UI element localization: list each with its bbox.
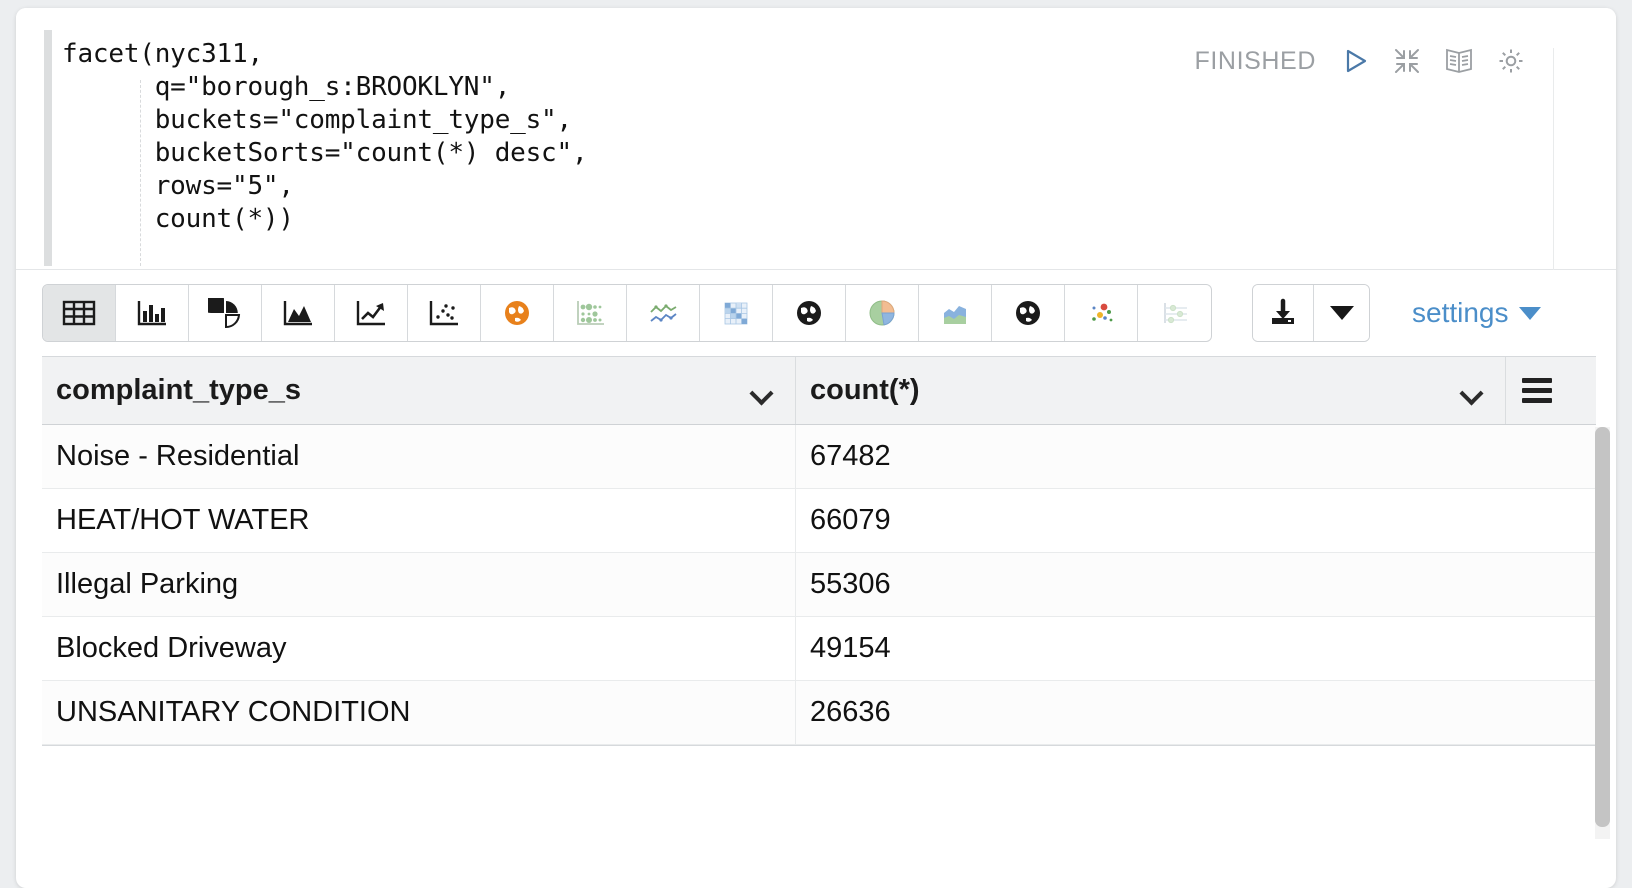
cell-count: 26636 xyxy=(810,696,891,728)
table-body: Noise - Residential 67482 HEAT/HOT WATER… xyxy=(42,425,1596,801)
download-icon[interactable] xyxy=(1253,285,1313,341)
cell-count: 55306 xyxy=(810,568,891,600)
settings-link[interactable]: settings xyxy=(1412,297,1541,329)
indent-guide-line xyxy=(140,80,141,266)
book-icon[interactable] xyxy=(1442,44,1476,78)
export-button-group xyxy=(1252,284,1370,342)
scatter-plot-icon[interactable] xyxy=(408,285,481,341)
table-menu-button[interactable] xyxy=(1506,357,1568,424)
code-cell: facet(nyc311, q="borough_s:BROOKLYN", bu… xyxy=(16,8,1616,270)
table-footer-spacer xyxy=(42,745,1596,801)
cell-complaint-type: HEAT/HOT WATER xyxy=(42,489,796,552)
column-header-count[interactable]: count(*) xyxy=(796,357,1506,424)
cell-complaint-type: UNSANITARY CONDITION xyxy=(42,681,796,744)
pie-chart-icon[interactable] xyxy=(189,285,262,341)
table-header-row: complaint_type_s count(*) xyxy=(42,357,1596,425)
collapse-icon[interactable] xyxy=(1390,44,1424,78)
cell-complaint-type: Blocked Driveway xyxy=(42,617,796,680)
black-globe-2-icon[interactable] xyxy=(992,285,1065,341)
color-pie-icon[interactable] xyxy=(846,285,919,341)
chevron-down-icon[interactable] xyxy=(751,385,773,397)
visualization-toolbar: settings xyxy=(16,270,1616,356)
table-row[interactable]: Blocked Driveway 49154 xyxy=(42,617,1596,681)
table-vertical-scrollbar[interactable] xyxy=(1595,427,1610,839)
stacked-area-icon[interactable] xyxy=(919,285,992,341)
cell-complaint-type: Noise - Residential xyxy=(42,425,796,488)
hamburger-icon xyxy=(1522,373,1552,408)
lollipop-chart-icon[interactable] xyxy=(1138,285,1211,341)
code-editor-text[interactable]: facet(nyc311, q="borough_s:BROOKLYN", bu… xyxy=(62,39,588,234)
cell-status-label: FINISHED xyxy=(1194,46,1316,75)
chevron-down-icon xyxy=(1518,306,1541,320)
bubble-grid-icon[interactable] xyxy=(554,285,627,341)
viz-type-button-group xyxy=(42,284,1212,342)
area-chart-icon[interactable] xyxy=(262,285,335,341)
results-table: complaint_type_s count(*) Noise - Reside… xyxy=(42,356,1610,848)
column-header-complaint-type[interactable]: complaint_type_s xyxy=(42,357,796,424)
table-row[interactable]: UNSANITARY CONDITION 26636 xyxy=(42,681,1596,745)
line-chart-icon[interactable] xyxy=(335,285,408,341)
gear-icon[interactable] xyxy=(1494,44,1528,78)
chevron-down-icon[interactable] xyxy=(1461,385,1483,397)
cell-count: 67482 xyxy=(810,440,891,472)
column-header-label: count(*) xyxy=(810,374,920,406)
run-icon[interactable] xyxy=(1338,44,1372,78)
cell-complaint-type: Illegal Parking xyxy=(42,553,796,616)
notebook-card: facet(nyc311, q="borough_s:BROOKLYN", bu… xyxy=(16,8,1616,888)
settings-label: settings xyxy=(1412,297,1509,328)
orange-globe-icon[interactable] xyxy=(481,285,554,341)
cell-count: 49154 xyxy=(810,632,891,664)
table-row[interactable]: HEAT/HOT WATER 66079 xyxy=(42,489,1596,553)
multi-line-chart-icon[interactable] xyxy=(627,285,700,341)
table-icon[interactable] xyxy=(43,285,116,341)
color-scatter-icon[interactable] xyxy=(1065,285,1138,341)
code-right-divider xyxy=(1553,48,1554,270)
cell-count: 66079 xyxy=(810,504,891,536)
black-globe-icon[interactable] xyxy=(773,285,846,341)
heatmap-icon[interactable] xyxy=(700,285,773,341)
column-header-label: complaint_type_s xyxy=(56,374,301,406)
code-gutter-bar xyxy=(44,30,52,266)
bar-chart-icon[interactable] xyxy=(116,285,189,341)
export-dropdown-icon[interactable] xyxy=(1313,285,1369,341)
scrollbar-thumb[interactable] xyxy=(1595,427,1610,827)
table-row[interactable]: Illegal Parking 55306 xyxy=(42,553,1596,617)
cell-status-bar: FINISHED xyxy=(1195,44,1528,78)
table-row[interactable]: Noise - Residential 67482 xyxy=(42,425,1596,489)
chevron-down-icon xyxy=(1329,306,1354,320)
